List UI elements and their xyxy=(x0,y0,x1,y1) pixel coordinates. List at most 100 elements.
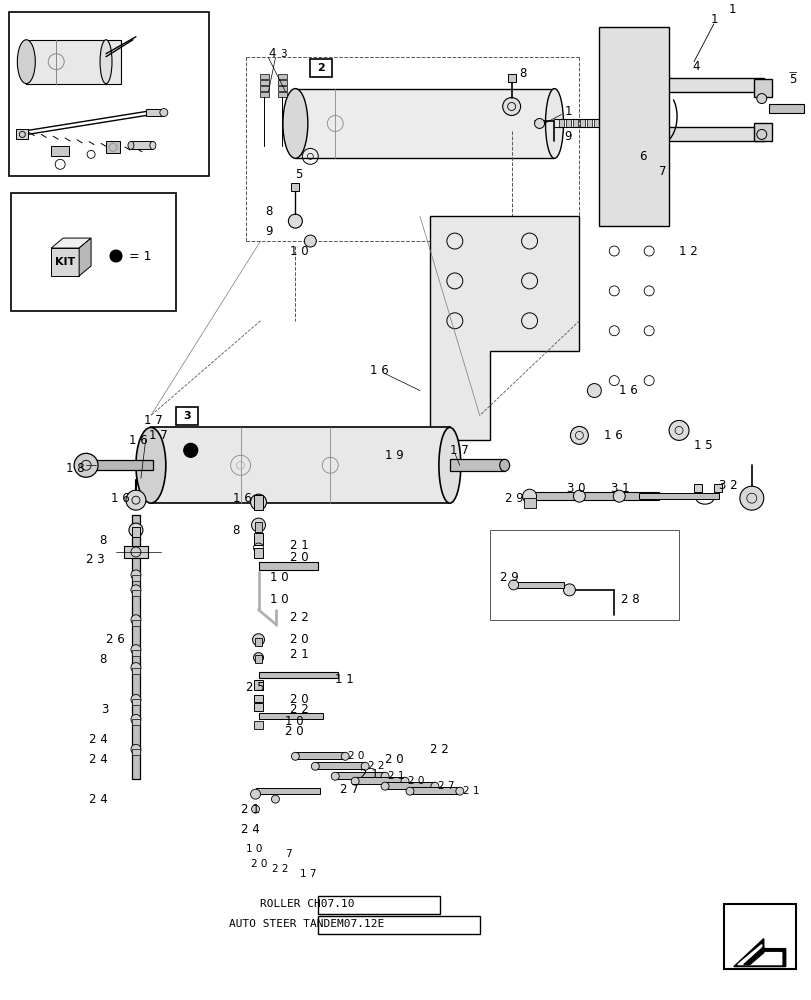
Text: 2 2: 2 2 xyxy=(290,703,309,716)
Text: 1 9: 1 9 xyxy=(384,449,403,462)
Text: 7: 7 xyxy=(285,849,292,859)
Bar xyxy=(335,772,384,779)
Bar xyxy=(643,78,763,92)
Circle shape xyxy=(502,98,520,115)
Text: 2 7: 2 7 xyxy=(437,781,454,791)
Text: 2 5: 2 5 xyxy=(245,681,264,694)
Bar xyxy=(753,79,770,97)
Bar xyxy=(175,407,197,425)
Text: KIT: KIT xyxy=(55,257,75,267)
Circle shape xyxy=(350,777,358,785)
Circle shape xyxy=(271,795,279,803)
Bar xyxy=(260,92,269,97)
Text: 2 3: 2 3 xyxy=(86,553,105,566)
Text: 2 4: 2 4 xyxy=(89,733,108,746)
Text: —: — xyxy=(787,68,796,77)
Text: 1 7: 1 7 xyxy=(449,444,468,457)
Circle shape xyxy=(131,744,141,754)
Bar xyxy=(253,703,263,711)
Text: 7: 7 xyxy=(659,165,666,178)
Circle shape xyxy=(131,570,141,580)
Circle shape xyxy=(131,695,141,704)
Bar xyxy=(258,713,323,719)
Circle shape xyxy=(331,772,339,780)
Bar xyxy=(106,141,120,153)
Text: 2 2: 2 2 xyxy=(429,743,448,756)
Text: 8: 8 xyxy=(265,205,272,218)
Text: 3: 3 xyxy=(182,411,191,421)
Circle shape xyxy=(251,518,265,532)
Polygon shape xyxy=(733,939,785,967)
Bar xyxy=(124,546,148,558)
Ellipse shape xyxy=(135,427,165,503)
Circle shape xyxy=(291,752,299,760)
Text: 3: 3 xyxy=(101,703,109,716)
Circle shape xyxy=(251,805,260,813)
Text: 2 1: 2 1 xyxy=(290,648,309,661)
Text: 1 0: 1 0 xyxy=(285,715,303,728)
Circle shape xyxy=(534,118,544,128)
Text: 2 4: 2 4 xyxy=(89,753,108,766)
Bar xyxy=(131,515,139,779)
Bar xyxy=(654,188,663,196)
Circle shape xyxy=(131,714,141,724)
Bar xyxy=(11,193,175,311)
Bar xyxy=(753,123,770,141)
Bar xyxy=(26,40,121,84)
Text: 2 7: 2 7 xyxy=(340,783,358,796)
Text: 1 7: 1 7 xyxy=(300,869,316,879)
Text: 1 6: 1 6 xyxy=(370,364,388,377)
Text: 2 8: 2 8 xyxy=(620,593,639,606)
Text: 1 5: 1 5 xyxy=(693,439,712,452)
Polygon shape xyxy=(743,947,763,965)
Circle shape xyxy=(380,772,388,780)
Bar xyxy=(258,562,318,570)
Bar xyxy=(594,119,599,127)
Text: 2 1: 2 1 xyxy=(462,786,478,796)
Bar xyxy=(146,109,164,116)
Bar xyxy=(354,777,405,784)
Bar xyxy=(253,680,263,690)
Polygon shape xyxy=(51,238,91,248)
Bar xyxy=(258,672,338,678)
Ellipse shape xyxy=(282,89,307,158)
Circle shape xyxy=(508,580,518,590)
Bar xyxy=(254,522,262,532)
Circle shape xyxy=(129,523,143,537)
Circle shape xyxy=(304,235,316,247)
Bar xyxy=(131,699,139,705)
Circle shape xyxy=(131,585,141,595)
Text: 2 2: 2 2 xyxy=(272,864,289,874)
Bar xyxy=(509,582,564,588)
Text: 6: 6 xyxy=(638,150,646,163)
Circle shape xyxy=(563,584,575,596)
Text: 1 0: 1 0 xyxy=(290,245,309,258)
Circle shape xyxy=(341,752,349,760)
Circle shape xyxy=(252,634,264,646)
Bar xyxy=(529,492,659,500)
Text: 8: 8 xyxy=(232,524,240,537)
Text: 1: 1 xyxy=(710,13,717,26)
Text: 9: 9 xyxy=(564,130,571,143)
Bar xyxy=(559,119,564,127)
Text: 4: 4 xyxy=(268,47,276,60)
Text: = 1: = 1 xyxy=(129,250,152,263)
Text: 1: 1 xyxy=(728,3,736,16)
Circle shape xyxy=(109,250,122,262)
Bar xyxy=(507,74,515,82)
Bar xyxy=(768,104,803,113)
Bar xyxy=(449,459,504,471)
Text: 2 2: 2 2 xyxy=(290,611,309,624)
Bar xyxy=(255,788,320,794)
Bar xyxy=(253,695,263,702)
Circle shape xyxy=(431,782,439,790)
Ellipse shape xyxy=(150,141,156,149)
Circle shape xyxy=(455,787,463,795)
Bar xyxy=(318,896,440,914)
Text: 2 1: 2 1 xyxy=(290,539,309,552)
Bar xyxy=(16,129,28,139)
Bar xyxy=(131,141,152,149)
Text: 1 6: 1 6 xyxy=(619,384,637,397)
Text: 8: 8 xyxy=(99,534,106,547)
Polygon shape xyxy=(429,216,579,440)
